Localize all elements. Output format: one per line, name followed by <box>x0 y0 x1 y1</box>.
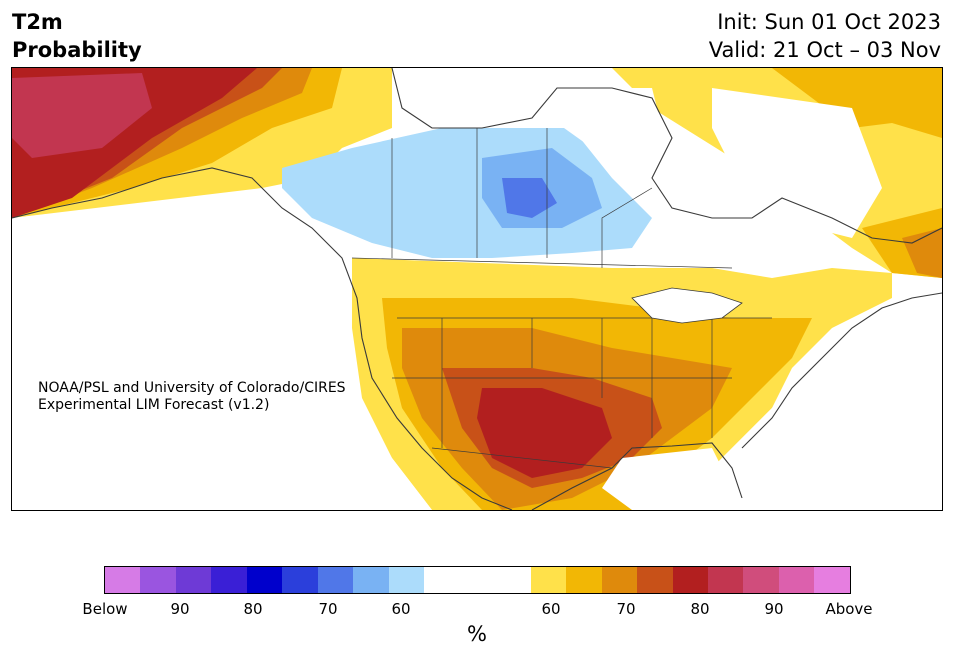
hudson-blank-region <box>712 88 882 238</box>
colorbar-swatch <box>707 567 744 593</box>
tick-below: Below <box>82 600 128 618</box>
coastlines <box>12 68 942 510</box>
labrador-above-70-region <box>902 228 942 278</box>
forecast-dates: Init: Sun 01 Oct 2023 Valid: 21 Oct – 03… <box>709 8 941 64</box>
init-date: Init: Sun 01 Oct 2023 <box>717 10 941 34</box>
colorbar-swatch <box>140 567 176 593</box>
credit-line-2: Experimental LIM Forecast (v1.2) <box>38 397 270 413</box>
colorbar-swatch <box>672 567 708 593</box>
pacific-ocean <box>12 198 432 510</box>
texas-above-80-region <box>477 388 612 478</box>
tick-above-60: 60 <box>541 600 561 618</box>
eastern-canada-above-65-region <box>772 68 942 138</box>
colorbar-swatch <box>637 567 673 593</box>
atlantic-ocean <box>682 298 942 510</box>
credit-text: NOAA/PSL and University of Colorado/CIRE… <box>38 380 346 414</box>
tick-below-80: 80 <box>243 600 263 618</box>
colorbar-swatch <box>246 567 283 593</box>
credit-line-1: NOAA/PSL and University of Colorado/CIRE… <box>38 380 346 396</box>
map-canvas <box>12 68 942 510</box>
title-subtitle: Probability <box>12 38 142 62</box>
colorbar-swatch <box>566 567 602 593</box>
great-lakes <box>631 287 743 324</box>
gulf-of-mexico <box>602 448 732 510</box>
title-variable: T2m <box>12 10 63 34</box>
tick-above-70: 70 <box>616 600 636 618</box>
hudson-bay <box>552 88 662 158</box>
colorbar-swatch <box>175 567 212 593</box>
valid-range: Valid: 21 Oct – 03 Nov <box>708 38 941 62</box>
tick-below-90: 90 <box>170 600 190 618</box>
colorbar-swatch <box>282 567 318 593</box>
colorbar-swatch <box>530 567 567 593</box>
colorbar-swatch <box>743 567 779 593</box>
tick-above-80: 80 <box>690 600 710 618</box>
colorbar-swatch <box>317 567 354 593</box>
colorbar-swatch <box>388 567 425 593</box>
colorbar-unit: % <box>467 622 487 646</box>
colorbar-swatch <box>778 567 815 593</box>
prairie-below-70-region <box>502 178 557 218</box>
tick-below-70: 70 <box>318 600 338 618</box>
colorbar-swatch <box>353 567 389 593</box>
colorbar-swatch <box>601 567 638 593</box>
colorbar-swatch <box>211 567 247 593</box>
tick-above-90: 90 <box>764 600 784 618</box>
tick-above: Above <box>825 600 873 618</box>
map-title: T2m Probability <box>12 8 142 64</box>
probability-colorbar <box>104 566 851 594</box>
colorbar-swatch <box>105 567 141 593</box>
alaska-above-85-region <box>12 73 152 158</box>
colorbar-swatch <box>424 567 531 593</box>
political-borders <box>351 128 772 469</box>
colorbar-swatch <box>814 567 850 593</box>
north-america-map <box>11 67 943 511</box>
tick-below-60: 60 <box>391 600 411 618</box>
